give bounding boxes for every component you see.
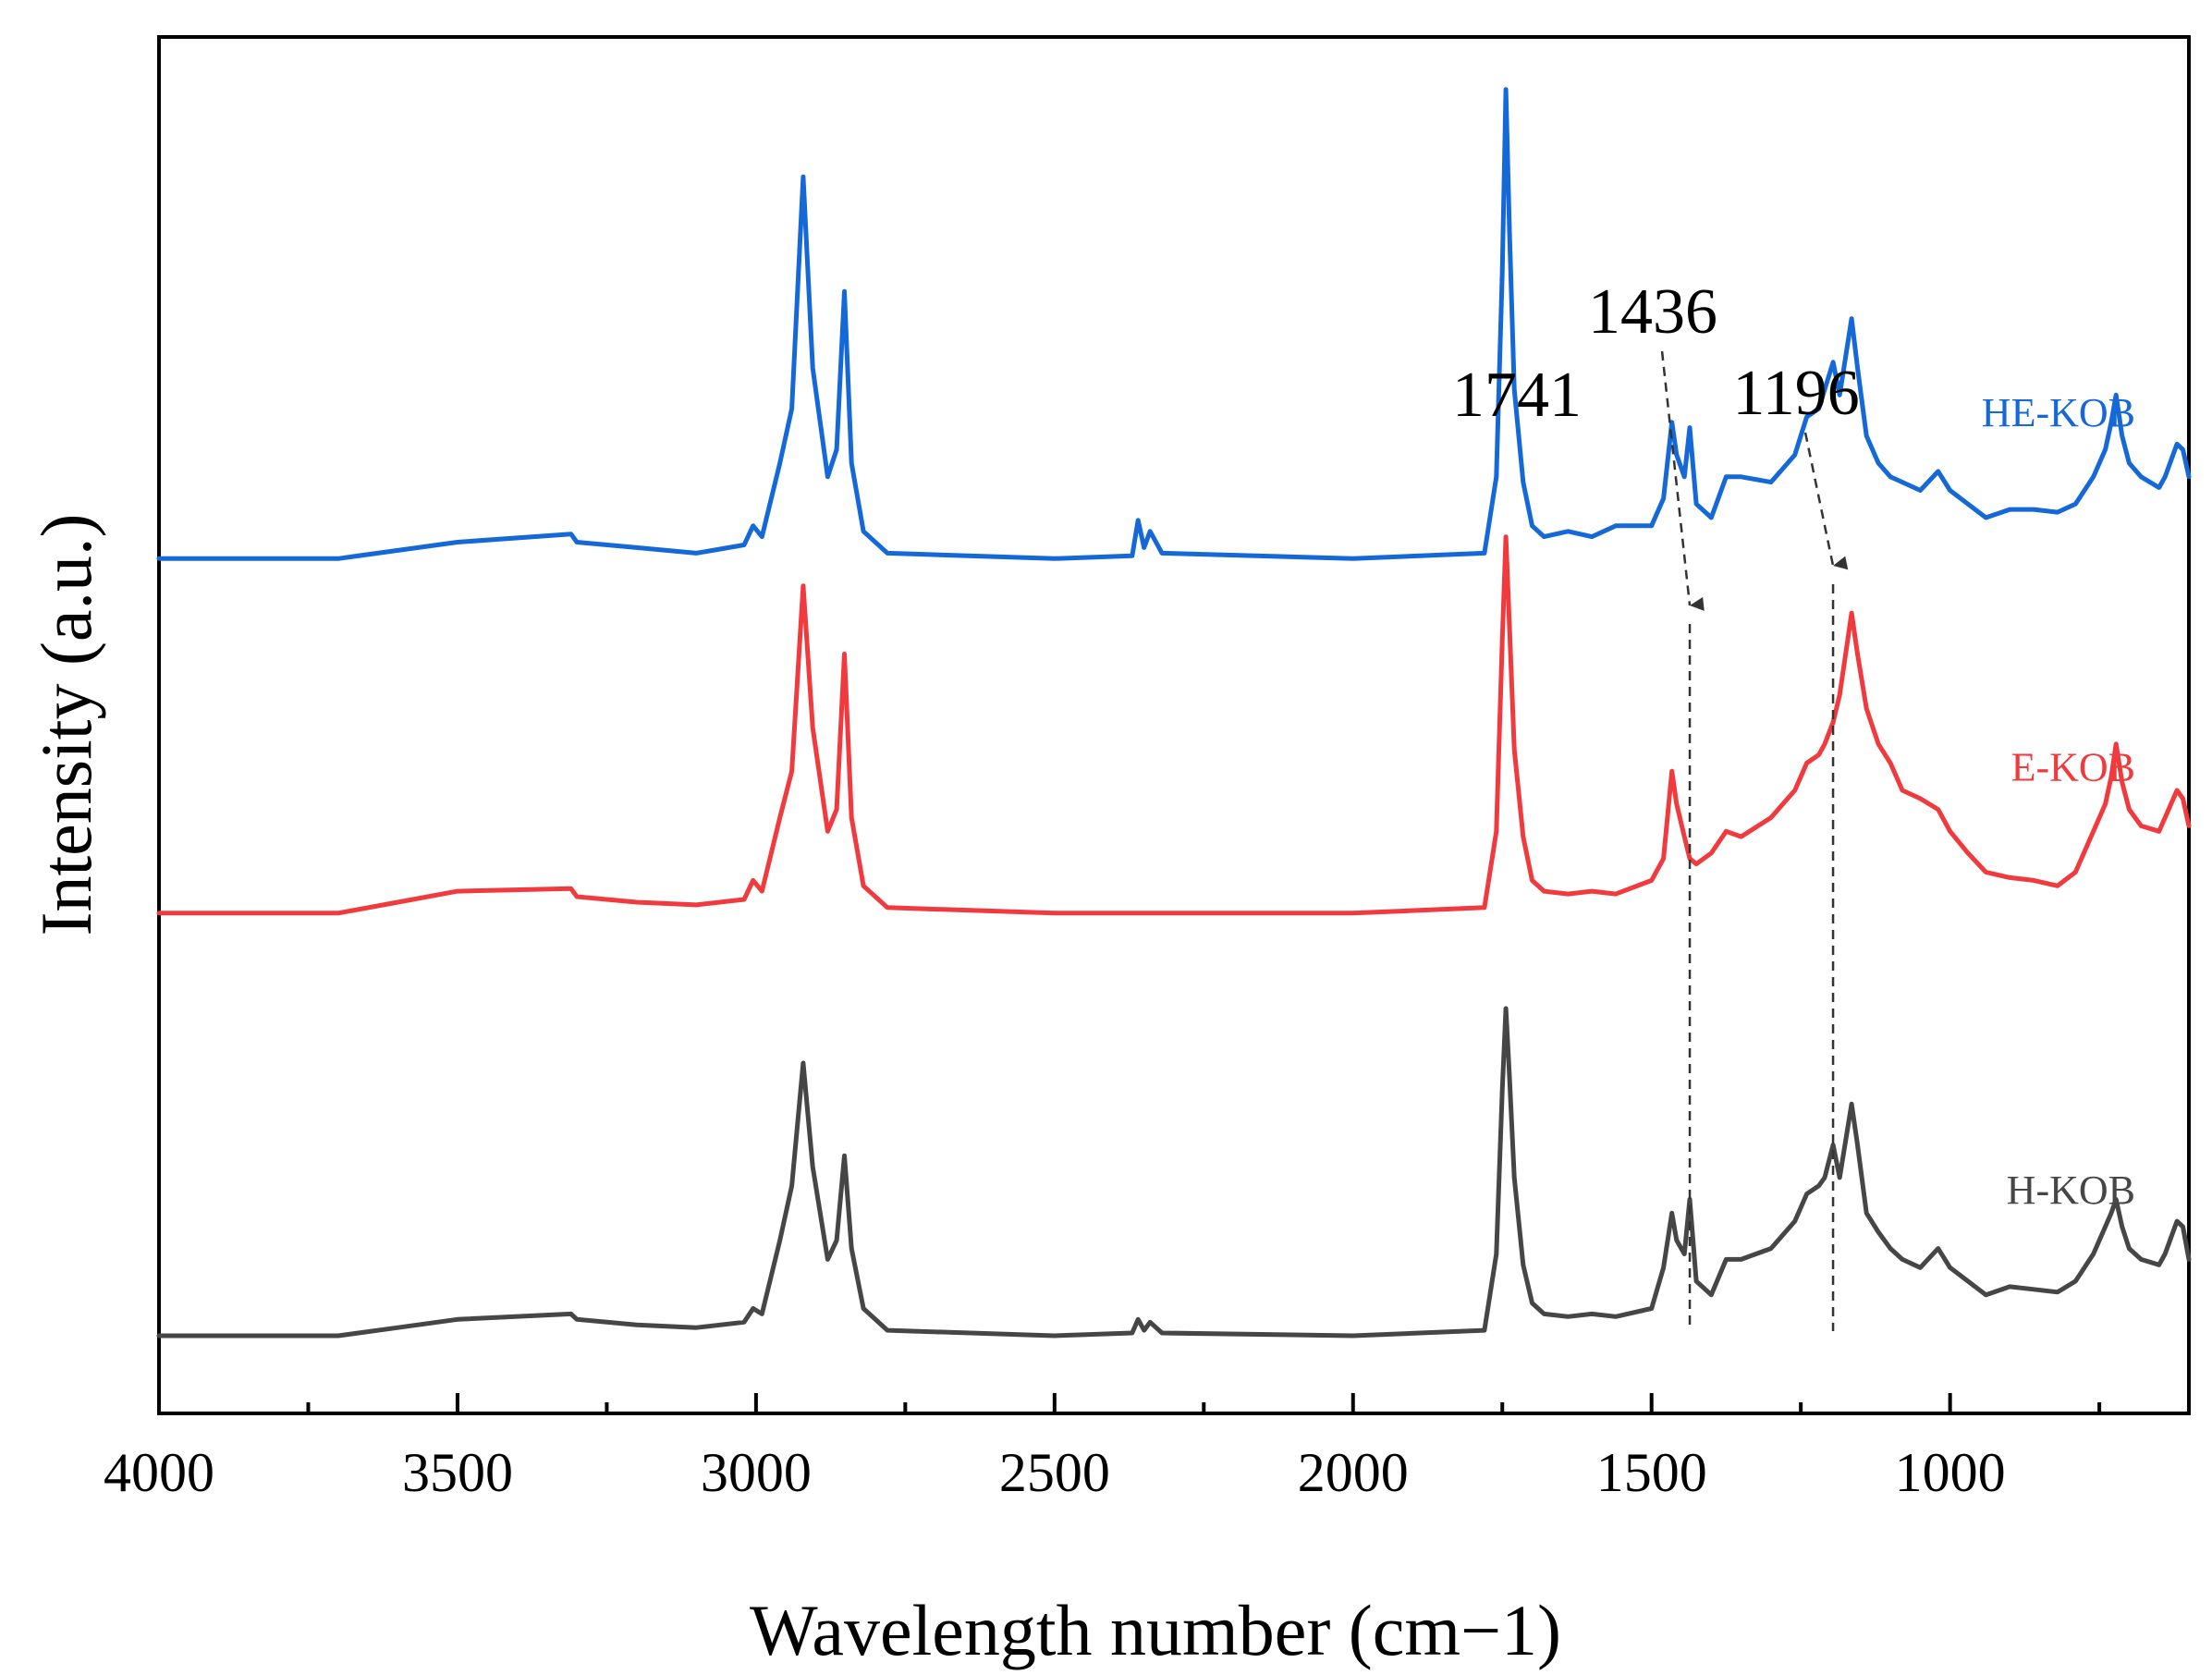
x-tick-label: 2500	[999, 1442, 1110, 1503]
series-label-e-kob: E-KOB	[2011, 745, 2135, 790]
x-tick-label: 1500	[1596, 1442, 1707, 1503]
plot-area	[157, 35, 2191, 1415]
x-tick-label: 2000	[1298, 1442, 1409, 1503]
annotation-1196: 1196	[1732, 358, 1859, 429]
annotation-arrow-1436	[1660, 350, 1705, 611]
x-tick-label: 1000	[1895, 1442, 2006, 1503]
plot-frame	[157, 35, 2191, 1415]
series-line-h-kob	[156, 1006, 2192, 1339]
chart-marks: 4000 3500 3000 2500 2000 1500 1000 HE-KOB E-KOB H…	[104, 87, 2192, 1503]
series-label-h-kob: H-KOB	[2007, 1168, 2135, 1213]
series-line-he-kob	[156, 87, 2192, 561]
series-line-e-kob	[156, 534, 2192, 916]
series-label-he-kob: HE-KOB	[1982, 390, 2135, 435]
annotation-arrow-1196	[1803, 432, 1849, 570]
x-axis-title: Wavelength number (cm−1)	[750, 1590, 1561, 1670]
annotation-1741: 1741	[1452, 360, 1582, 431]
x-tick-label: 4000	[104, 1442, 214, 1503]
x-tick-label: 3500	[402, 1442, 513, 1503]
x-tick-label: 3000	[701, 1442, 812, 1503]
annotation-1436: 1436	[1588, 276, 1717, 348]
y-axis-title: Intensity (a.u.)	[26, 513, 106, 935]
